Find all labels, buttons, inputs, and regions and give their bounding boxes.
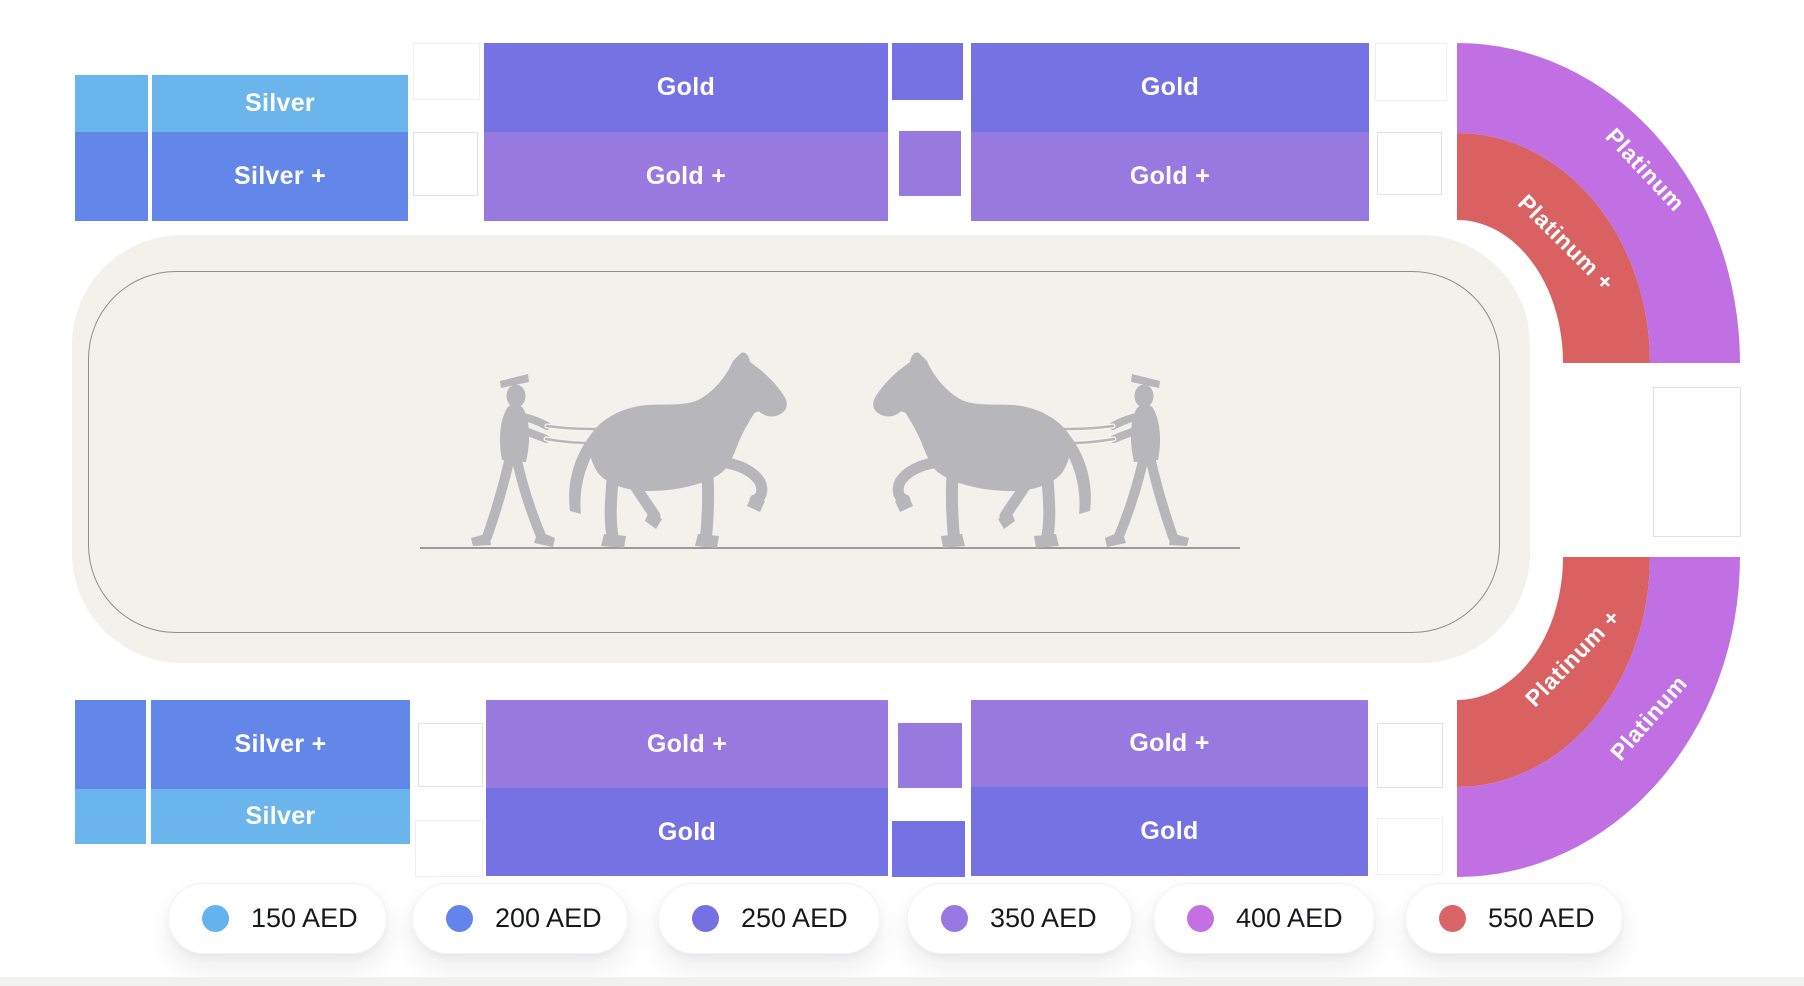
section-gold-small-bottom[interactable]	[892, 821, 965, 877]
legend-pill-250[interactable]: 250 AED	[658, 883, 880, 954]
price-dot	[692, 905, 719, 932]
section-gold-top-right[interactable]: Gold	[971, 43, 1369, 132]
horses-illustration	[420, 340, 1240, 555]
left-horse-group	[471, 352, 787, 548]
legend-pill-400[interactable]: 400 AED	[1153, 883, 1375, 954]
section-gold-bottom-right[interactable]: Gold	[971, 787, 1368, 876]
placeholder-box	[413, 43, 480, 100]
section-silver-plus-bottom[interactable]: Silver +	[151, 700, 410, 789]
section-silver-plus-top[interactable]: Silver +	[152, 132, 408, 221]
section-label: Gold +	[646, 729, 728, 758]
price-label: 250 AED	[741, 903, 848, 933]
section-label: Silver +	[234, 730, 327, 758]
price-label: 400 AED	[1236, 903, 1343, 933]
placeholder-box	[415, 820, 483, 877]
section-label: Silver	[245, 802, 316, 830]
legend-pill-200[interactable]: 200 AED	[412, 883, 628, 954]
section-platinum-plus-arc-bottom[interactable]	[1457, 557, 1650, 787]
section-gold-top-left[interactable]: Gold	[484, 43, 888, 132]
price-label: 200 AED	[495, 903, 602, 933]
section-platinum-plus-arc-top[interactable]	[1457, 133, 1650, 363]
section-platinum-arc-top[interactable]	[1457, 43, 1740, 363]
section-label: Gold +	[1129, 729, 1210, 757]
section-silver-strip-bottom[interactable]	[75, 789, 146, 844]
section-label: Gold +	[1129, 162, 1211, 190]
price-label: 550 AED	[1488, 903, 1595, 933]
price-dot	[1187, 905, 1214, 932]
section-gold-plus-bottom-right[interactable]: Gold +	[971, 700, 1368, 787]
placeholder-box	[1375, 43, 1447, 101]
section-gold-small-top[interactable]	[892, 43, 963, 100]
price-label: 350 AED	[990, 903, 1097, 933]
placeholder-box	[1653, 387, 1741, 537]
arena-track-line	[88, 271, 1500, 633]
section-gold-plus-small-bottom[interactable]	[898, 723, 962, 788]
placeholder-box	[413, 132, 478, 196]
section-silver-bottom[interactable]: Silver	[151, 789, 410, 844]
section-gold-plus-top-left[interactable]: Gold +	[484, 132, 888, 221]
price-dot	[941, 905, 968, 932]
section-gold-bottom-left[interactable]: Gold	[486, 788, 888, 876]
section-label: Silver +	[233, 162, 327, 190]
section-label: Gold	[657, 817, 717, 846]
right-horse-group	[873, 352, 1189, 548]
legend-pill-150[interactable]: 150 AED	[168, 883, 387, 954]
section-gold-plus-small-top[interactable]	[899, 131, 961, 196]
section-label: Gold	[656, 73, 716, 101]
section-silver-plus-strip-bottom[interactable]	[75, 700, 146, 789]
section-label: Gold +	[645, 162, 727, 190]
placeholder-box	[1377, 132, 1442, 195]
price-dot	[202, 905, 229, 932]
section-gold-plus-bottom-left[interactable]: Gold +	[486, 700, 888, 788]
section-label: Gold	[1140, 73, 1200, 101]
section-gold-plus-top-right[interactable]: Gold +	[971, 132, 1369, 221]
section-label: Silver	[245, 89, 315, 117]
section-silver-plus-strip-top[interactable]	[75, 132, 148, 221]
placeholder-box	[418, 723, 483, 787]
section-silver-top[interactable]: Silver	[152, 75, 408, 132]
section-label: Gold	[1140, 817, 1199, 845]
placeholder-box	[1377, 818, 1443, 875]
legend-pill-550[interactable]: 550 AED	[1405, 883, 1623, 954]
price-label: 150 AED	[251, 903, 358, 933]
bottom-edge-strip	[0, 977, 1804, 986]
section-platinum-arc-bottom[interactable]	[1457, 557, 1740, 877]
placeholder-box	[1377, 723, 1443, 788]
arena	[72, 235, 1530, 663]
section-silver-strip-top[interactable]	[75, 75, 148, 132]
legend-pill-350[interactable]: 350 AED	[907, 883, 1132, 954]
price-dot	[446, 905, 473, 932]
price-dot	[1439, 905, 1466, 932]
